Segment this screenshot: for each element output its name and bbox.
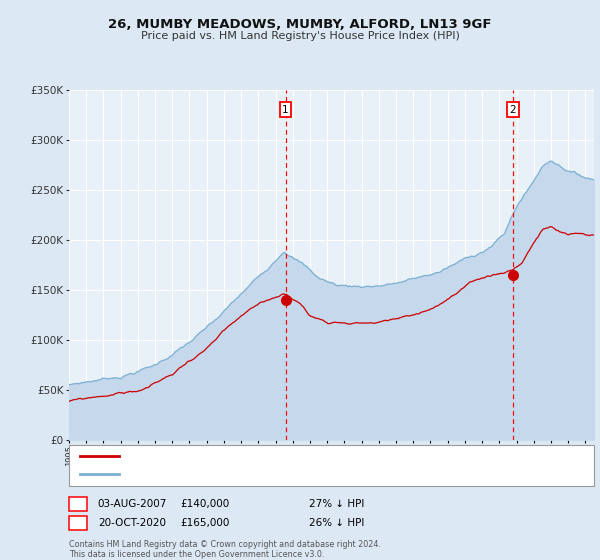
Text: 26, MUMBY MEADOWS, MUMBY, ALFORD, LN13 9GF: 26, MUMBY MEADOWS, MUMBY, ALFORD, LN13 9… [108,18,492,31]
Text: 03-AUG-2007: 03-AUG-2007 [98,499,167,509]
Text: £140,000: £140,000 [180,499,229,509]
Text: 26, MUMBY MEADOWS, MUMBY, ALFORD, LN13 9GF (detached house): 26, MUMBY MEADOWS, MUMBY, ALFORD, LN13 9… [124,451,466,461]
Text: 1: 1 [282,105,289,115]
Text: Contains HM Land Registry data © Crown copyright and database right 2024.: Contains HM Land Registry data © Crown c… [69,540,381,549]
Text: 2: 2 [74,518,82,528]
Text: 27% ↓ HPI: 27% ↓ HPI [309,499,364,509]
Text: This data is licensed under the Open Government Licence v3.0.: This data is licensed under the Open Gov… [69,550,325,559]
Text: HPI: Average price, detached house, East Lindsey: HPI: Average price, detached house, East… [124,469,366,479]
Text: Price paid vs. HM Land Registry's House Price Index (HPI): Price paid vs. HM Land Registry's House … [140,31,460,41]
Text: 1: 1 [74,499,82,509]
Text: 2: 2 [509,105,516,115]
Text: £165,000: £165,000 [180,518,229,528]
Text: 26% ↓ HPI: 26% ↓ HPI [309,518,364,528]
Text: 20-OCT-2020: 20-OCT-2020 [98,518,166,528]
